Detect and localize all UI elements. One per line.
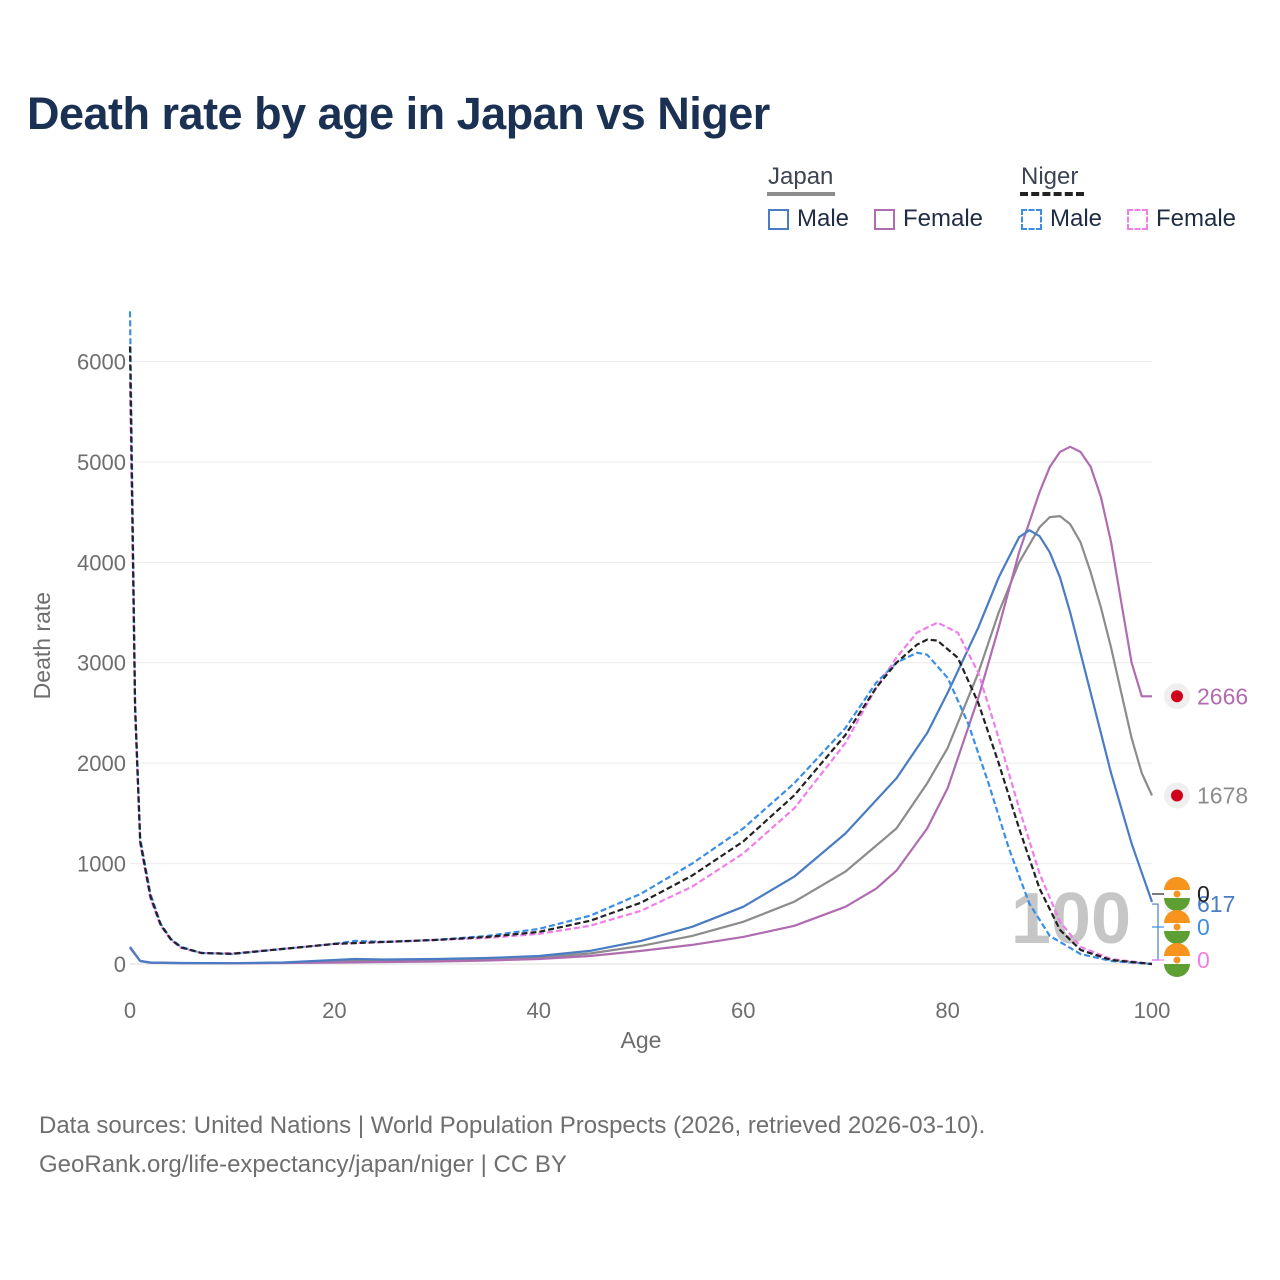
y-tick-label-6000: 6000 [77, 349, 126, 374]
x-tick-label-40: 40 [527, 998, 551, 1023]
japan-flag-sun-icon [1171, 789, 1183, 802]
legend-japan-line [767, 192, 835, 196]
age-watermark: 100 [1011, 879, 1131, 959]
x-tick-label-60: 60 [731, 998, 755, 1023]
legend-japan-female-label: Female [903, 205, 984, 232]
grid-layer [130, 360, 1152, 965]
legend-japan-male[interactable]: Male [768, 205, 849, 233]
legend-niger-title: Niger [1021, 163, 1079, 190]
legend-niger-male[interactable]: Male [1021, 205, 1102, 233]
series-line-japan_female [129, 445, 1152, 965]
end-label-niger_male: 0 [1197, 914, 1210, 940]
x-tick-label-80: 80 [935, 998, 959, 1023]
y-tick-label-2000: 2000 [77, 751, 126, 776]
end-label-niger_total: 0 [1197, 881, 1210, 907]
end-label-japan_female: 2666 [1197, 683, 1248, 709]
legend-japan-title: Japan [768, 163, 834, 190]
y-tick-label-4000: 4000 [77, 550, 126, 575]
y-tick-label-1000: 1000 [77, 852, 126, 877]
y-tick-label-0: 0 [114, 952, 126, 977]
series-line-niger_male [128, 311, 1153, 966]
legend-niger-female-swatch [1127, 208, 1148, 230]
end-label-niger_female: 0 [1197, 947, 1210, 973]
japan-flag-sun-icon [1171, 690, 1183, 703]
legend-japan-female-swatch [874, 208, 895, 230]
series-line-niger_total [128, 346, 1153, 966]
x-axis-title: Age [621, 1027, 662, 1053]
legend-niger-male-swatch [1021, 208, 1042, 230]
x-tick-label-0: 0 [124, 998, 136, 1023]
end-label-japan_total: 1678 [1197, 782, 1248, 808]
axis-layer: 0 1000 2000 3000 4000 5000 6000 0 20 40 60 80 100 Age… [29, 349, 1170, 1053]
niger-flag-disc [1173, 890, 1181, 898]
legend-niger-male-label: Male [1050, 205, 1103, 232]
series-layer [128, 311, 1154, 966]
niger-flag-icon [1164, 943, 1190, 977]
legend-japan-male-label: Male [797, 205, 850, 232]
x-tick-label-20: 20 [322, 998, 346, 1023]
niger-flag-orange-band [1164, 910, 1190, 923]
end-label-japan_male: 617 [1197, 891, 1235, 917]
niger-flag-icon [1164, 877, 1190, 911]
legend-niger-line [1020, 192, 1084, 196]
footer-attribution: GeoRank.org/life-expectancy/japan/niger … [39, 1151, 567, 1178]
page-title: Death rate by age in Japan vs Niger [27, 88, 770, 139]
series-line-niger_female [128, 381, 1153, 966]
niger-flag-green-band [1164, 931, 1190, 944]
niger-flag-icon [1164, 910, 1190, 944]
footer: Data sources: United Nations | World Pop… [39, 1106, 985, 1184]
legend-japan-female[interactable]: Female [874, 205, 983, 233]
legend-japan-male-swatch [768, 208, 789, 230]
y-tick-label-5000: 5000 [77, 450, 126, 475]
end-label-bracket [1152, 903, 1159, 961]
niger-flag-disc [1173, 956, 1181, 964]
niger-flag-orange-band [1164, 877, 1190, 890]
y-tick-label-3000: 3000 [77, 651, 126, 676]
x-tick-label-100: 100 [1134, 998, 1171, 1023]
footer-sources: Data sources: United Nations | World Pop… [39, 1112, 986, 1139]
series-line-japan_male [129, 529, 1154, 965]
y-axis-title: Death rate [29, 592, 55, 699]
niger-flag-green-band [1164, 898, 1190, 911]
niger-flag-disc [1173, 923, 1181, 931]
niger-flag-orange-band [1164, 943, 1190, 956]
niger-flag-green-band [1164, 964, 1190, 977]
legend-niger-female-label: Female [1156, 205, 1237, 232]
legend-niger-female[interactable]: Female [1127, 205, 1236, 233]
